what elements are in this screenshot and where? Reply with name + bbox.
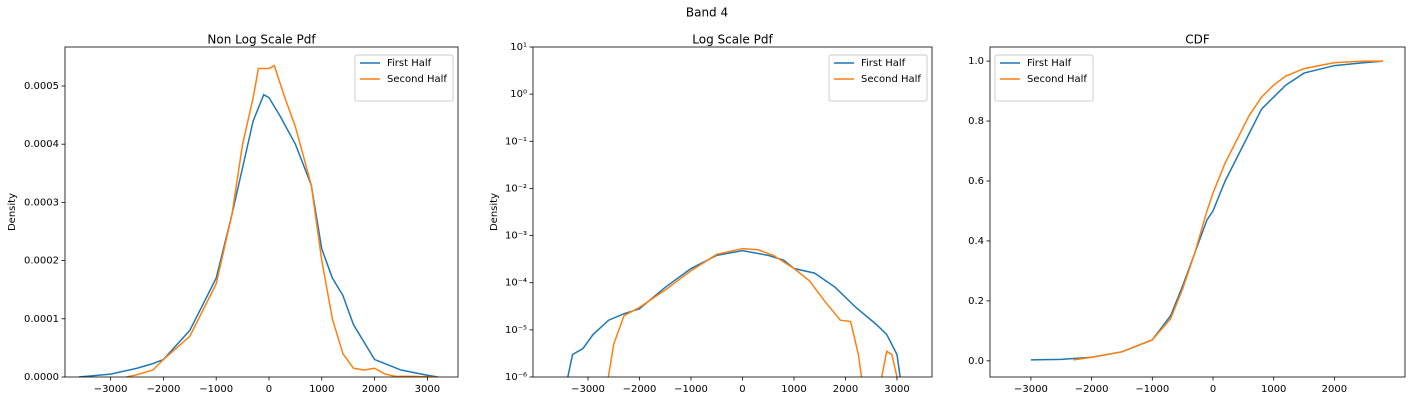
x-tick-label: 2000 bbox=[833, 384, 858, 395]
x-tick-label: −3000 bbox=[94, 384, 128, 395]
y-tick-label: 10⁻⁴ bbox=[505, 278, 527, 289]
y-tick-label: 10⁻¹ bbox=[505, 136, 527, 147]
y-tick-label: 10⁻² bbox=[505, 183, 527, 194]
y-tick-label: 1.0 bbox=[968, 56, 984, 67]
x-tick-label: 2000 bbox=[1322, 384, 1347, 395]
x-tick-label: −1000 bbox=[1135, 384, 1169, 395]
x-tick-label: 1000 bbox=[309, 384, 334, 395]
x-tick-label: −3000 bbox=[571, 384, 605, 395]
plot-area bbox=[78, 64, 439, 377]
x-tick-label: −2000 bbox=[1075, 384, 1109, 395]
x-tick-label: 3000 bbox=[884, 384, 909, 395]
x-tick-label: 2000 bbox=[362, 384, 387, 395]
y-tick-label: 0.0000 bbox=[24, 372, 59, 383]
x-tick-label: 0 bbox=[1210, 384, 1216, 395]
y-tick-label: 0.4 bbox=[968, 236, 984, 247]
y-tick-label: 0.0005 bbox=[24, 81, 59, 92]
series-line bbox=[607, 247, 863, 377]
x-tick-label: 1000 bbox=[781, 384, 806, 395]
x-tick-label: 0 bbox=[266, 384, 272, 395]
plot-area bbox=[567, 247, 901, 377]
legend-label: Second Half bbox=[1027, 74, 1087, 85]
y-tick-label: 10⁻³ bbox=[505, 231, 527, 242]
legend-label: Second Half bbox=[861, 74, 921, 85]
legend-box bbox=[994, 54, 1094, 102]
series-line bbox=[567, 249, 901, 377]
axes-title: Log Scale Pdf bbox=[692, 33, 773, 47]
y-tick-label: 0.2 bbox=[968, 296, 984, 307]
x-tick-label: −1000 bbox=[674, 384, 708, 395]
y-tick-label: 0.0 bbox=[968, 356, 984, 367]
y-tick-label: 0.8 bbox=[968, 116, 984, 127]
y-tick-label: 10⁰ bbox=[510, 89, 527, 100]
series-line bbox=[880, 350, 898, 377]
axes-title: CDF bbox=[1185, 33, 1210, 47]
legend-label: First Half bbox=[861, 58, 906, 69]
y-axis-label: Density bbox=[7, 193, 18, 231]
legend-box bbox=[828, 54, 928, 102]
y-tick-label: 0.0004 bbox=[24, 139, 59, 150]
legend-box bbox=[354, 54, 454, 102]
series-line bbox=[78, 93, 439, 377]
x-tick-label: 0 bbox=[739, 384, 745, 395]
y-tick-label: 0.6 bbox=[968, 176, 984, 187]
series-line bbox=[1073, 60, 1383, 361]
legend-label: Second Half bbox=[387, 74, 447, 85]
figure-title: Band 4 bbox=[686, 6, 728, 20]
x-tick-label: −2000 bbox=[623, 384, 657, 395]
y-axis-label: Density bbox=[489, 193, 500, 231]
axes-title: Non Log Scale Pdf bbox=[207, 33, 316, 47]
axes-frame bbox=[989, 46, 1406, 378]
axes-frame bbox=[64, 46, 459, 378]
x-tick-label: 3000 bbox=[415, 384, 440, 395]
plot-area bbox=[1030, 60, 1384, 361]
x-tick-label: −3000 bbox=[1014, 384, 1048, 395]
series-line bbox=[126, 64, 438, 377]
x-tick-label: −2000 bbox=[146, 384, 180, 395]
y-tick-label: 0.0002 bbox=[24, 256, 59, 267]
y-tick-label: 10¹ bbox=[510, 42, 527, 53]
y-tick-label: 10⁻⁶ bbox=[505, 372, 527, 383]
axes-frame bbox=[532, 46, 933, 378]
y-tick-label: 0.0003 bbox=[24, 197, 59, 208]
y-tick-label: 0.0001 bbox=[24, 314, 59, 325]
x-tick-label: −1000 bbox=[199, 384, 233, 395]
legend-label: First Half bbox=[1027, 58, 1072, 69]
x-tick-label: 1000 bbox=[1261, 384, 1286, 395]
legend-label: First Half bbox=[387, 58, 432, 69]
y-tick-label: 10⁻⁵ bbox=[505, 325, 527, 336]
